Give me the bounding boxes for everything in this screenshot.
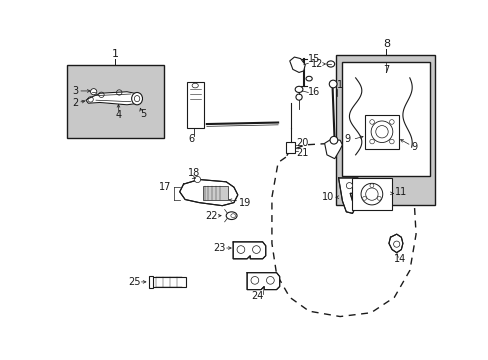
Bar [151, 277, 185, 287]
Ellipse shape [226, 212, 237, 220]
Text: 15: 15 [308, 54, 320, 64]
Text: 19: 19 [239, 198, 251, 208]
Polygon shape [388, 234, 402, 253]
Bar [336, 55, 434, 205]
Text: 25: 25 [127, 277, 140, 287]
Text: 7: 7 [382, 65, 388, 75]
Bar [148, 276, 153, 288]
Ellipse shape [326, 61, 334, 67]
Text: 13: 13 [336, 80, 348, 90]
Text: 12: 12 [310, 59, 323, 69]
Circle shape [369, 139, 374, 144]
Ellipse shape [230, 214, 235, 217]
Circle shape [365, 188, 377, 200]
Circle shape [375, 126, 387, 138]
Polygon shape [233, 242, 265, 259]
Polygon shape [289, 57, 305, 72]
Ellipse shape [192, 83, 198, 88]
Circle shape [360, 183, 382, 205]
Text: 22: 22 [205, 211, 217, 221]
Circle shape [393, 241, 399, 247]
Text: 3: 3 [72, 86, 78, 96]
Bar [67, 65, 164, 138]
Text: 6: 6 [188, 134, 194, 144]
Text: 10: 10 [321, 192, 333, 202]
Text: 9: 9 [344, 134, 350, 144]
Polygon shape [179, 180, 237, 206]
Circle shape [237, 246, 244, 253]
Circle shape [370, 121, 392, 143]
Text: 14: 14 [393, 254, 405, 264]
Circle shape [362, 197, 366, 200]
Circle shape [389, 139, 393, 144]
Text: 23: 23 [213, 243, 225, 253]
Polygon shape [338, 178, 360, 213]
Circle shape [90, 89, 97, 95]
Text: 9: 9 [410, 142, 417, 152]
Text: 11: 11 [394, 187, 407, 197]
Bar [285, 142, 295, 153]
Text: 1: 1 [112, 49, 119, 59]
Polygon shape [324, 139, 342, 159]
Text: 8: 8 [382, 39, 389, 49]
Text: 4: 4 [115, 110, 121, 120]
Circle shape [194, 176, 200, 183]
Text: 2: 2 [72, 98, 78, 108]
Bar [351, 178, 391, 210]
Circle shape [369, 184, 373, 188]
Ellipse shape [305, 76, 311, 81]
Text: 16: 16 [308, 87, 320, 98]
Text: 5: 5 [140, 109, 146, 119]
Polygon shape [86, 92, 142, 105]
Bar [186, 82, 203, 128]
Circle shape [266, 276, 274, 284]
Bar [364, 115, 398, 149]
Circle shape [328, 80, 336, 88]
Bar [341, 62, 429, 176]
Ellipse shape [295, 86, 302, 93]
Text: 20: 20 [296, 138, 308, 148]
Text: 24: 24 [250, 291, 263, 301]
Circle shape [295, 94, 302, 100]
Ellipse shape [134, 95, 140, 102]
Bar [203, 186, 227, 199]
Text: 18: 18 [188, 168, 200, 178]
Circle shape [346, 183, 352, 189]
Circle shape [252, 246, 260, 253]
Circle shape [377, 197, 381, 200]
Ellipse shape [131, 93, 142, 105]
Text: 21: 21 [296, 148, 308, 158]
Text: 17: 17 [159, 182, 171, 192]
Circle shape [250, 276, 258, 284]
Circle shape [369, 120, 374, 124]
Circle shape [389, 120, 393, 124]
Circle shape [329, 136, 337, 144]
Polygon shape [246, 273, 279, 289]
